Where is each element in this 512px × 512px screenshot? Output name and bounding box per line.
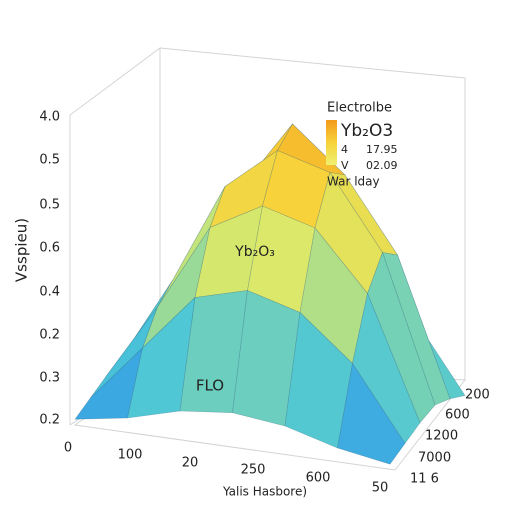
y-tick-label: 0.2 xyxy=(39,328,60,343)
annotation: Yb₂O₃ xyxy=(234,244,275,260)
y-tick-label: 0.2 xyxy=(39,413,60,428)
x-tick-label: 0 xyxy=(64,441,72,456)
x-tick-label: 600 xyxy=(306,471,331,486)
y-tick-label: 0.5 xyxy=(39,198,60,213)
legend-label: V xyxy=(341,159,349,172)
surface-cell xyxy=(367,251,436,424)
y-axis-title: Vsspieu) xyxy=(13,218,31,282)
surface-cell xyxy=(382,252,451,406)
legend-value: 02.09 xyxy=(366,159,398,172)
x-axis-title: Yalis Hasbore) xyxy=(222,485,307,499)
annotation: FLO xyxy=(196,377,224,395)
surface xyxy=(74,123,466,465)
depth-tick-label: 200 xyxy=(465,388,490,403)
depth-tick-label: 1200 xyxy=(425,429,458,444)
y-tick-label: 0.5 xyxy=(39,153,60,168)
y-tick-label: 0.4 xyxy=(39,285,60,300)
x-tick-label: 250 xyxy=(241,463,266,478)
x-tick-label: 50 xyxy=(372,481,389,496)
depth-tick-label: 11 6 xyxy=(410,472,439,487)
legend-label: 4 xyxy=(341,143,348,156)
depth-tick-label: 7000 xyxy=(418,451,451,466)
legend-title: Electrolbe xyxy=(327,101,392,116)
legend: Electrolbe Yb₂O3 4 17.95 V 02.09 War lda… xyxy=(326,101,398,189)
y-tick-label: 4.0 xyxy=(39,110,60,125)
legend-name: Yb₂O3 xyxy=(340,121,393,141)
depth-tick-label: 600 xyxy=(445,408,470,423)
y-tick-label: 0.6 xyxy=(39,241,60,256)
legend-footer: War lday xyxy=(327,175,380,189)
x-tick-label: 20 xyxy=(182,456,199,471)
y-tick-label: 0.3 xyxy=(39,371,60,386)
x-tick-label: 100 xyxy=(118,448,143,463)
surface-cell xyxy=(337,362,406,465)
legend-value: 17.95 xyxy=(366,143,398,156)
legend-colorbar xyxy=(326,120,337,165)
